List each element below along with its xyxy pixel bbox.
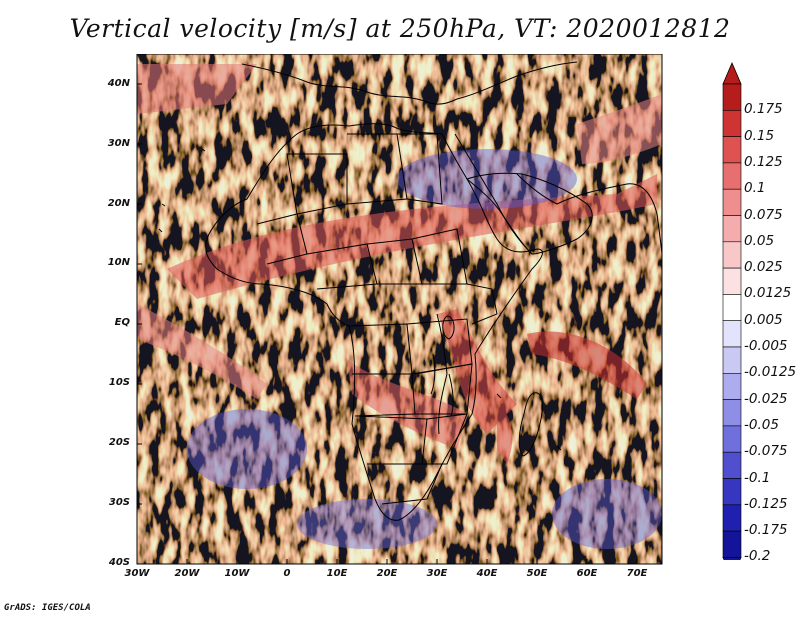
lon-label: 10E [326,568,348,579]
colorbar-segment [722,504,742,532]
lon-label: 40E [476,568,498,579]
colorbar-segment [722,215,742,243]
chart-title: Vertical velocity [m/s] at 250hPa, VT: 2… [69,14,731,43]
coastlines [158,61,662,521]
colorbar-segment [722,478,742,506]
colorbar-max-arrow [722,62,742,85]
colorbar-segment [722,320,742,348]
lat-label: 20N [107,198,130,209]
colorbar-segment [722,188,742,216]
colorbar-segment [722,346,742,374]
lat-label: 10S [108,377,130,388]
colorbar-segment [722,530,742,558]
vertical-velocity-map [137,54,662,564]
colorbar-label: -0.0125 [744,364,797,381]
colorbar-label: -0.125 [744,495,788,512]
map-panel [137,54,662,564]
colorbar-label: 0.175 [744,101,783,118]
colorbar-segment [722,109,742,137]
lon-label: 60E [576,568,598,579]
descent-regions [187,149,662,549]
colorbar-segment [722,162,742,190]
colorbar-segment [722,136,742,164]
lat-label: 10N [107,257,130,268]
lon-label: 70E [626,568,648,579]
axis-ticks [136,54,663,565]
colorbar-segment [722,241,742,269]
colorbar-segment [722,372,742,400]
lat-label: 40S [108,557,130,568]
colorbar-label: -0.025 [744,390,788,407]
colorbar-segment [722,451,742,479]
colorbar-label: 0.05 [744,232,775,249]
colorbar-segment [722,294,742,321]
map-frame [136,54,663,565]
field-texture [137,54,662,564]
lat-label: 30N [107,138,130,149]
lat-label: 40N [107,78,130,89]
colorbar-label: -0.1 [744,469,771,486]
colorbar-segment [722,425,742,453]
colorbar-label: 0.005 [744,311,783,328]
colorbar-segment [722,399,742,427]
colorbar-segment [722,83,742,111]
lon-label: 30E [426,568,448,579]
lon-label: 20E [376,568,398,579]
lat-label: 30S [108,497,130,508]
colorbar-label: 0.1 [744,180,766,197]
lat-label: 20S [108,437,130,448]
colorbar-label: -0.075 [744,443,788,460]
lon-label: 30W [124,568,150,579]
colorbar-label: 0.125 [744,153,783,170]
colorbar-label: 0.0125 [744,285,792,302]
lon-label: 0 [283,568,291,579]
colorbar-label: 0.15 [744,127,775,144]
colorbar-segment [722,267,742,295]
lon-label: 20W [174,568,200,579]
lon-label: 10W [224,568,250,579]
credit-text: GrADS: IGES/COLA [4,603,91,613]
colorbar [722,62,742,560]
lon-label: 50E [526,568,548,579]
colorbar-label: -0.005 [744,338,788,354]
colorbar-label: -0.05 [744,416,779,433]
lat-label: EQ [114,317,130,328]
colorbar-label: -0.175 [744,522,788,539]
colorbar-label: 0.075 [744,206,783,223]
colorbar-min-arrow [722,556,742,560]
colorbar-label: 0.025 [744,259,783,276]
ascent-regions [137,64,662,464]
colorbar-label: -0.2 [744,548,771,565]
